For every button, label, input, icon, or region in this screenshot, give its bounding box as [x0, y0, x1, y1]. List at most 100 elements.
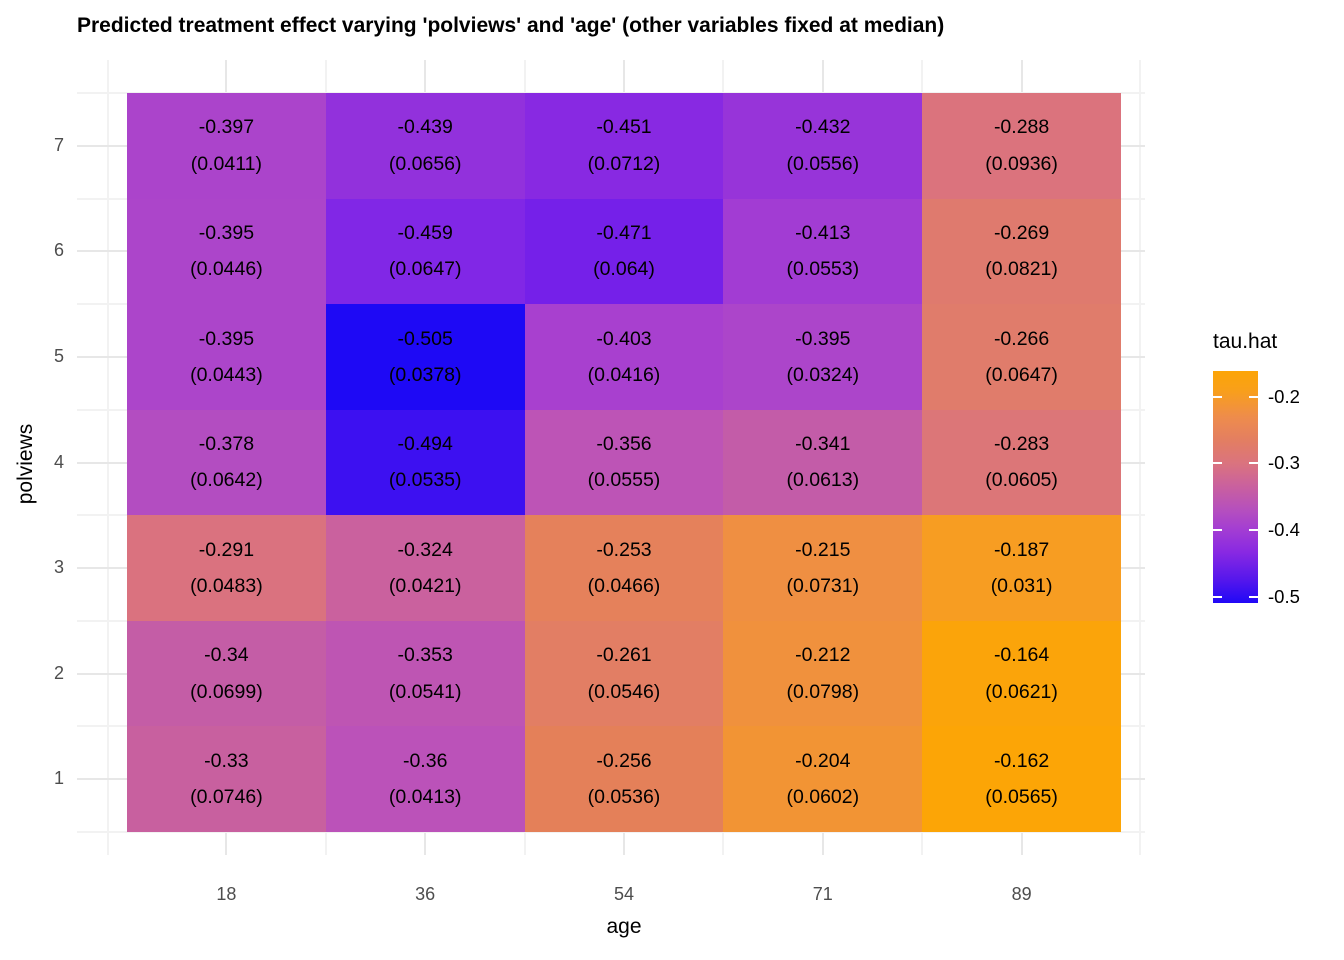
y-axis-title: polviews — [14, 423, 37, 505]
heatmap-cell: -0.432 (0.0556) — [723, 93, 923, 199]
y-tick-label: 7 — [53, 134, 64, 155]
x-axis-title: age — [606, 915, 642, 938]
heatmap-cell: -0.162 (0.0565) — [922, 726, 1121, 832]
heatmap-cell: -0.324 (0.0421) — [325, 515, 525, 621]
cell-value: -0.356 — [596, 433, 652, 456]
cell-value: -0.288 — [993, 116, 1050, 139]
heatmap-cell: -0.212 (0.0798) — [723, 620, 923, 727]
cell-value: -0.34 — [204, 644, 249, 667]
cell-value: -0.395 — [198, 221, 255, 244]
legend-tick-mark — [1249, 395, 1258, 398]
heatmap-cell: -0.378 (0.0642) — [127, 409, 326, 516]
y-tick-label: 4 — [53, 451, 64, 472]
heatmap-cell: -0.505 (0.0378) — [325, 304, 525, 410]
cell-value: -0.395 — [198, 327, 255, 350]
cell-value: -0.505 — [397, 327, 453, 350]
cell-se: (0.0413) — [388, 786, 462, 809]
legend-tick-label: -0.2 — [1268, 385, 1300, 407]
cell-value: -0.269 — [993, 221, 1050, 244]
gridline — [107, 60, 109, 855]
heatmap-cell: -0.353 (0.0541) — [325, 620, 525, 727]
cell-se: (0.0621) — [985, 680, 1058, 703]
heatmap-cell: -0.204 (0.0602) — [723, 726, 923, 832]
legend-tick-label: -0.5 — [1268, 585, 1300, 607]
cell-se: (0.0613) — [786, 469, 860, 492]
cell-se: (0.0416) — [587, 363, 661, 386]
cell-value: -0.33 — [204, 749, 249, 772]
cell-se: (0.064) — [593, 258, 655, 281]
heatmap-cell: -0.291 (0.0483) — [127, 515, 326, 621]
cell-value: -0.471 — [596, 221, 652, 244]
legend-tick-mark — [1213, 462, 1222, 465]
heatmap-cell: -0.253 (0.0466) — [524, 515, 724, 621]
legend-tick-mark — [1249, 595, 1258, 598]
legend-tick-label: -0.4 — [1268, 518, 1300, 540]
cell-value: -0.494 — [397, 433, 453, 456]
cell-value: -0.397 — [198, 116, 255, 139]
heatmap-cell: -0.288 (0.0936) — [922, 93, 1121, 199]
cell-value: -0.459 — [397, 221, 453, 244]
heatmap-cell: -0.266 (0.0647) — [922, 304, 1121, 410]
cell-se: (0.0556) — [786, 152, 860, 175]
cell-value: -0.261 — [596, 644, 652, 667]
cell-se: (0.0541) — [388, 680, 462, 703]
heatmap-cell: -0.33 (0.0746) — [127, 726, 326, 832]
heatmap-cell: -0.395 (0.0443) — [127, 304, 326, 410]
cell-value: -0.291 — [198, 538, 255, 561]
cell-se: (0.0378) — [388, 363, 462, 386]
cell-se: (0.0647) — [985, 363, 1058, 386]
cell-se: (0.0324) — [786, 363, 860, 386]
legend-colorbar — [1213, 371, 1258, 603]
heatmap-cell: -0.403 (0.0416) — [524, 304, 724, 410]
cell-value: -0.395 — [795, 327, 851, 350]
plot-panel: -0.397 (0.0411) -0.439 (0.0656) -0.451 (0.071… — [77, 60, 1145, 855]
heatmap-tiles: -0.397 (0.0411) -0.439 (0.0656) -0.451 (0.071… — [127, 93, 1121, 832]
heatmap-cell: -0.439 (0.0656) — [325, 93, 525, 199]
heatmap-cell: -0.36 (0.0413) — [325, 726, 525, 832]
cell-se: (0.0746) — [190, 786, 263, 809]
cell-se: (0.0411) — [190, 152, 262, 175]
cell-value: -0.162 — [993, 749, 1050, 772]
heatmap-cell: -0.494 (0.0535) — [325, 409, 525, 516]
legend-tick-mark — [1213, 528, 1222, 531]
cell-se: (0.0602) — [786, 786, 860, 809]
legend-title: tau.hat — [1213, 330, 1278, 353]
x-tick-label: 54 — [613, 884, 635, 904]
cell-value: -0.266 — [993, 327, 1050, 350]
heatmap-cell: -0.397 (0.0411) — [127, 93, 326, 199]
y-tick-label: 6 — [53, 240, 64, 261]
x-tick-label: 36 — [415, 884, 436, 904]
x-tick-label: 89 — [1011, 884, 1032, 904]
cell-se: (0.0546) — [587, 680, 661, 703]
cell-value: -0.164 — [993, 644, 1050, 667]
legend-tick-mark — [1249, 462, 1258, 465]
cell-se: (0.0731) — [786, 575, 860, 598]
cell-value: -0.341 — [795, 433, 851, 456]
cell-se: (0.0535) — [388, 469, 462, 492]
legend-tick-mark — [1213, 395, 1222, 398]
gridline — [1139, 60, 1141, 855]
cell-value: -0.403 — [596, 327, 652, 350]
cell-value: -0.253 — [596, 538, 652, 561]
cell-se: (0.0605) — [985, 469, 1058, 492]
cell-value: -0.451 — [596, 116, 652, 139]
legend-tick-mark — [1249, 528, 1258, 531]
cell-value: -0.215 — [795, 538, 851, 561]
cell-se: (0.0536) — [587, 786, 661, 809]
cell-se: (0.0443) — [190, 363, 263, 386]
cell-value: -0.283 — [993, 433, 1050, 456]
chart-title: Predicted treatment effect varying 'polv… — [77, 14, 945, 37]
heatmap-cell: -0.187 (0.031) — [922, 515, 1121, 621]
x-tick-label: 18 — [216, 884, 237, 904]
cell-se: (0.0446) — [190, 258, 263, 281]
gridline — [77, 831, 1145, 833]
heatmap-cell: -0.356 (0.0555) — [524, 409, 724, 516]
heatmap-cell: -0.283 (0.0605) — [922, 409, 1121, 516]
cell-se: (0.0642) — [190, 469, 263, 492]
cell-se: (0.0936) — [985, 152, 1058, 175]
y-tick-label: 2 — [53, 662, 64, 683]
y-tick-label: 3 — [53, 557, 64, 578]
cell-value: -0.324 — [397, 538, 453, 561]
cell-se: (0.0821) — [985, 258, 1058, 281]
heatmap-cell: -0.34 (0.0699) — [127, 620, 326, 727]
